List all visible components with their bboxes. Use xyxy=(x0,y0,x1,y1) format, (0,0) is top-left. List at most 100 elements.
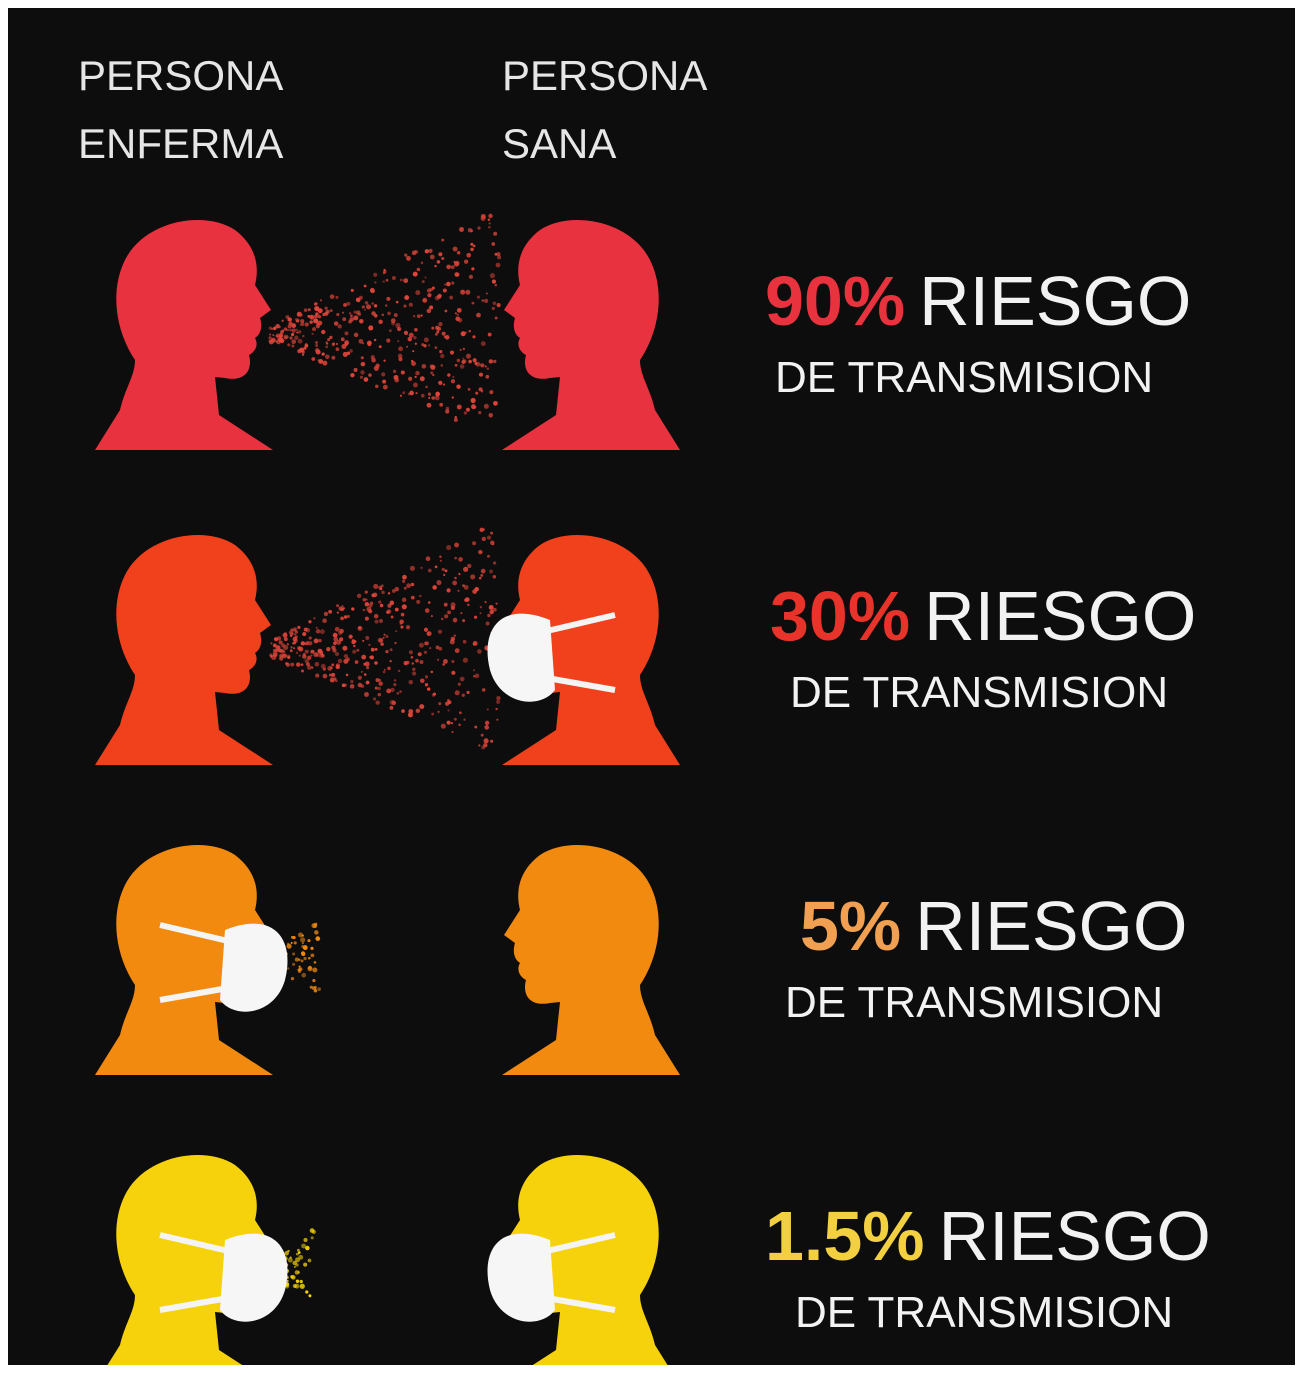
droplet xyxy=(346,302,350,306)
droplet xyxy=(318,639,322,643)
droplet xyxy=(454,543,459,548)
droplet xyxy=(428,397,430,399)
droplet xyxy=(390,601,395,606)
droplet xyxy=(441,724,446,729)
droplet xyxy=(473,669,475,671)
droplet xyxy=(389,706,393,710)
droplet xyxy=(480,551,482,553)
droplet xyxy=(371,311,375,315)
droplet xyxy=(451,722,453,724)
droplet xyxy=(390,688,394,692)
droplet xyxy=(462,694,465,697)
droplet xyxy=(480,606,482,608)
droplet xyxy=(334,677,337,680)
droplet xyxy=(472,302,475,305)
droplet xyxy=(294,1266,296,1268)
droplet xyxy=(414,250,418,254)
droplet xyxy=(493,301,497,305)
droplet xyxy=(307,939,310,942)
droplet xyxy=(451,671,455,675)
droplet xyxy=(381,584,384,587)
droplet xyxy=(475,392,478,395)
droplet xyxy=(421,261,424,264)
droplet xyxy=(455,364,458,367)
droplet xyxy=(495,284,498,287)
droplet xyxy=(424,337,429,342)
droplet xyxy=(441,364,444,367)
droplet xyxy=(424,628,428,632)
droplet xyxy=(402,575,407,580)
droplet xyxy=(380,588,383,591)
droplet xyxy=(455,648,460,653)
droplet xyxy=(493,561,496,564)
droplet xyxy=(392,589,396,593)
droplet xyxy=(460,677,465,682)
droplet xyxy=(480,574,483,577)
droplet xyxy=(454,418,458,422)
droplet xyxy=(457,405,462,410)
droplet xyxy=(365,636,369,640)
droplet xyxy=(464,411,467,414)
droplet xyxy=(497,303,501,307)
risk-word: RIESGO xyxy=(919,262,1191,340)
droplet xyxy=(307,665,312,670)
droplet xyxy=(461,331,466,336)
droplet xyxy=(481,734,484,737)
droplet xyxy=(415,659,419,663)
droplet xyxy=(318,308,323,313)
droplet xyxy=(336,343,338,345)
droplet xyxy=(402,604,407,609)
droplet xyxy=(307,656,311,660)
droplet xyxy=(311,1236,314,1239)
droplet xyxy=(333,633,338,638)
droplet xyxy=(328,610,332,614)
droplet xyxy=(301,670,304,673)
droplet xyxy=(457,251,461,255)
droplet xyxy=(435,326,439,330)
droplet xyxy=(392,276,396,280)
droplet xyxy=(277,645,280,648)
droplet xyxy=(314,639,319,644)
droplet xyxy=(458,573,460,575)
droplet xyxy=(384,669,386,671)
droplet xyxy=(350,314,353,317)
droplet xyxy=(349,312,351,314)
droplet xyxy=(409,650,413,654)
droplet xyxy=(305,650,309,654)
droplet xyxy=(437,711,439,713)
droplet xyxy=(365,602,370,607)
droplet xyxy=(404,253,407,256)
droplet xyxy=(422,705,425,708)
droplet xyxy=(338,324,342,328)
droplet xyxy=(396,301,399,304)
droplet xyxy=(319,654,323,658)
droplet xyxy=(426,556,431,561)
droplet xyxy=(425,675,428,678)
droplet xyxy=(402,580,405,583)
droplet xyxy=(474,726,477,729)
droplet xyxy=(485,721,489,725)
droplet xyxy=(338,659,342,663)
droplet xyxy=(425,683,428,686)
droplet xyxy=(336,604,339,607)
droplet xyxy=(336,313,339,316)
droplet xyxy=(467,564,471,568)
droplet xyxy=(364,309,366,311)
droplet xyxy=(438,252,442,256)
droplet xyxy=(475,674,480,679)
droplet xyxy=(471,267,474,270)
droplet xyxy=(395,630,397,632)
droplet xyxy=(288,1258,293,1263)
droplet xyxy=(378,601,381,604)
droplet xyxy=(354,333,359,338)
droplet xyxy=(459,227,464,232)
droplet xyxy=(413,272,418,277)
droplet xyxy=(331,646,335,650)
droplet xyxy=(494,402,497,405)
droplet xyxy=(420,567,422,569)
droplet xyxy=(412,668,415,671)
risk-percent: 5% xyxy=(800,887,901,965)
droplet xyxy=(315,674,319,678)
droplet xyxy=(300,324,302,326)
droplet xyxy=(484,738,489,743)
